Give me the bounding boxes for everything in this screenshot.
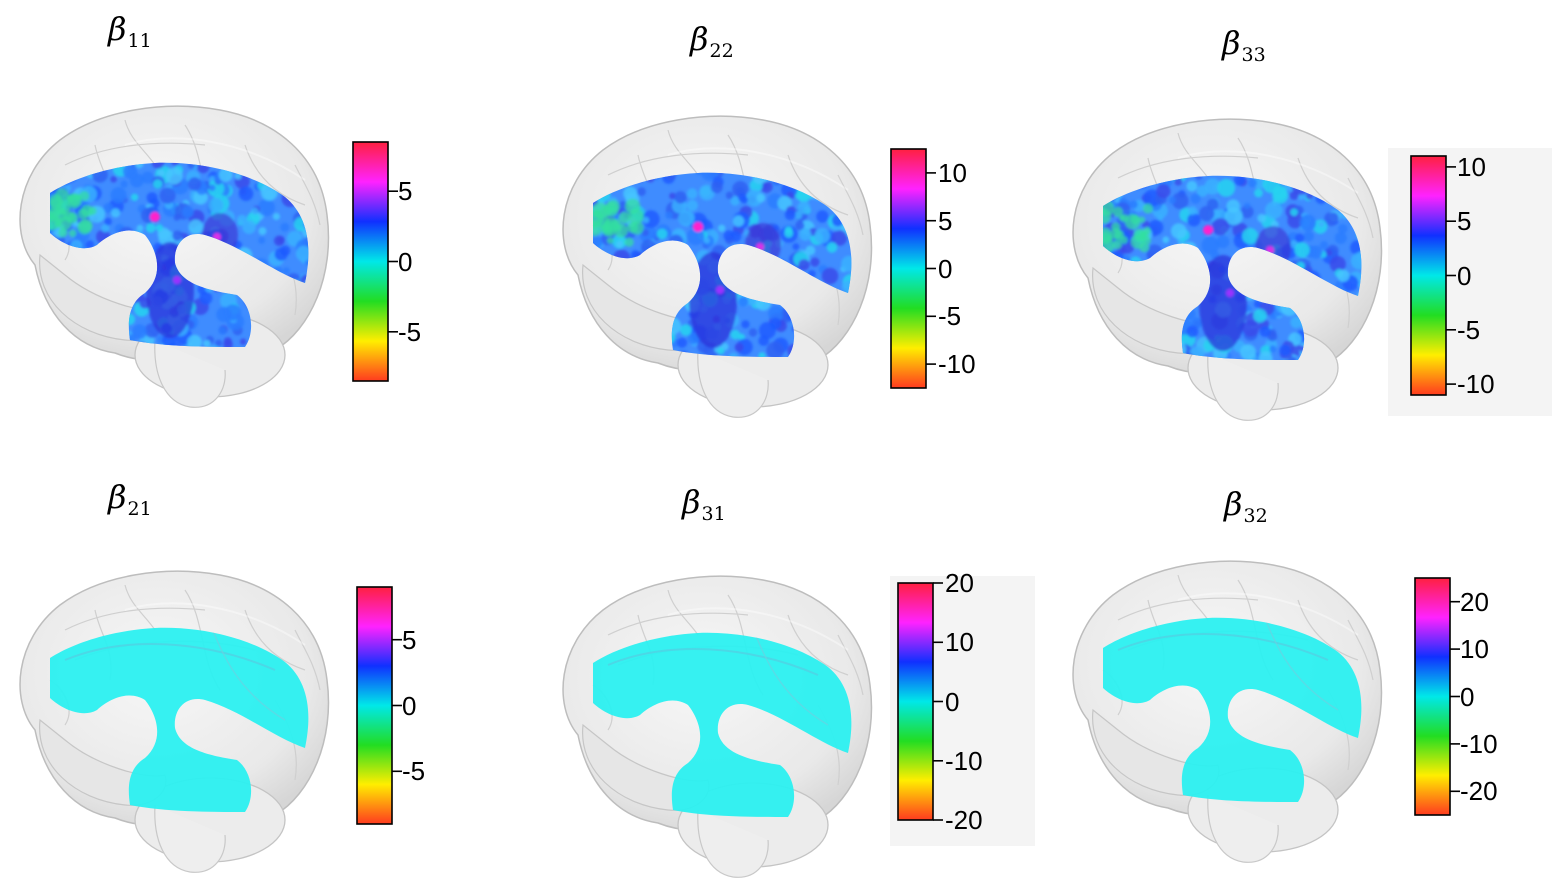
colorbar-tick-label: -10 (938, 349, 976, 380)
colorbar-tick-label: 20 (1460, 586, 1489, 617)
colorbar-tick-label: 0 (402, 690, 417, 721)
brain-render (19, 105, 330, 408)
colorbar-tick-label: 0 (1460, 681, 1475, 712)
colorbar-tick-label: -10 (945, 745, 983, 776)
brain-render (1072, 118, 1383, 421)
panel-title: β22 (690, 20, 734, 62)
colorbar-tick-label: -5 (398, 316, 422, 347)
colorbar-tick-label: -10 (1457, 369, 1495, 400)
brain-render (19, 570, 330, 873)
colorbar-tick-label: -20 (945, 805, 983, 835)
title-symbol: β (108, 478, 127, 516)
colorbar-tick-label: 0 (945, 686, 960, 717)
title-subscript: 32 (1243, 505, 1268, 527)
colorbar-tick-label: 5 (402, 624, 417, 655)
title-symbol: β (690, 20, 709, 58)
title-symbol: β (1222, 24, 1241, 62)
title-symbol: β (1224, 485, 1243, 523)
colorbar (1410, 155, 1456, 396)
panel-title: β21 (108, 478, 152, 520)
colorbar-tick-label: -20 (1460, 776, 1498, 807)
title-subscript: 33 (1241, 44, 1266, 66)
panel-title: β33 (1222, 24, 1266, 66)
colorbar-tick-label: 10 (945, 627, 974, 658)
colorbar-tick-label: 5 (938, 205, 953, 236)
colorbar (897, 582, 943, 821)
colorbar-tick-label: 5 (1457, 206, 1472, 237)
title-symbol: β (682, 483, 701, 521)
title-symbol: β (108, 10, 127, 48)
colorbar-tick-label: 0 (1457, 260, 1472, 291)
colorbar-tick-label: -5 (402, 756, 426, 787)
colorbar (890, 148, 936, 389)
brain-render (562, 115, 873, 418)
brain-render (562, 575, 873, 878)
colorbar-gradient (1414, 577, 1451, 816)
colorbar-gradient (1410, 155, 1447, 396)
panel-title: β31 (682, 483, 726, 525)
colorbar-tick-label: 10 (938, 157, 967, 188)
colorbar-gradient (352, 141, 389, 382)
colorbar-tick-label: 0 (398, 246, 413, 277)
colorbar-tick-label: 20 (945, 568, 974, 598)
title-subscript: 21 (127, 498, 152, 520)
title-subscript: 22 (709, 40, 734, 62)
colorbar-tick-label: 5 (398, 176, 413, 207)
colorbar (352, 141, 398, 382)
colorbar-tick-label: 0 (938, 253, 953, 284)
colorbar-tick-label: -5 (938, 301, 962, 332)
colorbar-tick-label: -5 (1457, 314, 1481, 345)
title-subscript: 11 (127, 30, 152, 52)
colorbar-gradient (890, 148, 927, 389)
colorbar (356, 586, 402, 825)
colorbar-tick-label: -10 (1460, 728, 1498, 759)
brain-render (1072, 560, 1383, 863)
colorbar-tick-label: 10 (1457, 151, 1486, 182)
colorbar (1414, 577, 1460, 816)
panel-title: β32 (1224, 485, 1268, 527)
panel-title: β11 (108, 10, 152, 52)
colorbar-tick-label: 10 (1460, 634, 1489, 665)
colorbar-gradient (897, 582, 934, 821)
colorbar-gradient (356, 586, 393, 825)
title-subscript: 31 (701, 503, 726, 525)
